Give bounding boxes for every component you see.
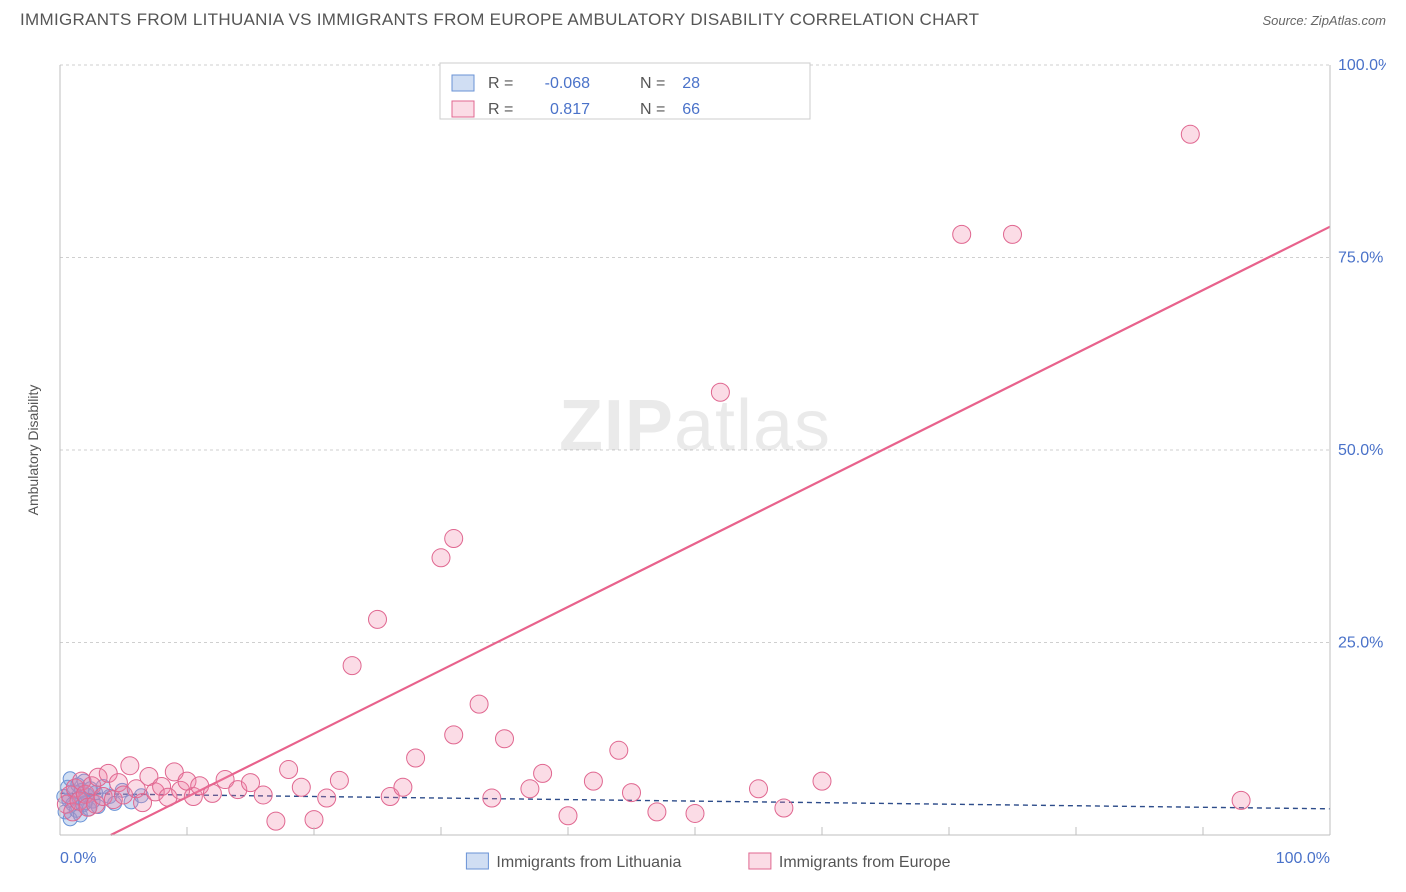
chart-container: ZIPatlas 0.0% 100.0% 25.0% 50.0% 75.0% 100.0% A… <box>20 45 1386 872</box>
data-point <box>203 784 221 802</box>
y-tick-label: 75.0% <box>1338 250 1383 267</box>
data-point <box>407 749 425 767</box>
data-point <box>394 778 412 796</box>
data-point <box>496 730 514 748</box>
data-point <box>305 811 323 829</box>
y-tick-label: 25.0% <box>1338 635 1383 652</box>
legend-swatch <box>452 101 474 117</box>
data-point <box>813 772 831 790</box>
data-point <box>280 761 298 779</box>
watermark: ZIPatlas <box>559 386 831 466</box>
data-point <box>534 764 552 782</box>
data-point <box>953 225 971 243</box>
legend-r-label: R = <box>488 75 513 92</box>
data-point <box>292 778 310 796</box>
y-axis-label: Ambulatory Disability <box>25 385 41 516</box>
data-point <box>318 789 336 807</box>
data-point <box>610 741 628 759</box>
data-point <box>521 780 539 798</box>
data-point <box>445 726 463 744</box>
data-point <box>775 799 793 817</box>
data-point <box>750 780 768 798</box>
correlation-chart: ZIPatlas 0.0% 100.0% 25.0% 50.0% 75.0% 100.0% A… <box>20 45 1386 872</box>
data-point <box>648 803 666 821</box>
legend-r-value: 0.817 <box>550 101 590 118</box>
data-point <box>686 804 704 822</box>
data-point <box>432 549 450 567</box>
data-point <box>584 772 602 790</box>
legend-n-label: N = <box>640 75 665 92</box>
data-point <box>1004 225 1022 243</box>
data-point <box>330 771 348 789</box>
legend-swatch <box>452 75 474 91</box>
legend-r-label: R = <box>488 101 513 118</box>
legend-n-value: 28 <box>682 75 700 92</box>
data-point <box>1232 791 1250 809</box>
legend-n-value: 66 <box>682 101 700 118</box>
bottom-legend-label: Immigrants from Europe <box>779 854 951 871</box>
data-point <box>559 807 577 825</box>
x-tick-label: 100.0% <box>1276 850 1330 867</box>
data-point <box>711 383 729 401</box>
data-point <box>483 789 501 807</box>
data-point <box>267 812 285 830</box>
data-point <box>445 530 463 548</box>
data-point <box>254 786 272 804</box>
data-point <box>369 610 387 628</box>
data-point <box>1181 125 1199 143</box>
data-point <box>343 657 361 675</box>
legend-n-label: N = <box>640 101 665 118</box>
legend-r-value: -0.068 <box>545 75 590 92</box>
bottom-legend-swatch <box>466 853 488 869</box>
bottom-legend-swatch <box>749 853 771 869</box>
x-tick-label: 0.0% <box>60 850 96 867</box>
data-point <box>121 757 139 775</box>
chart-source: Source: ZipAtlas.com <box>1262 13 1386 28</box>
data-point <box>470 695 488 713</box>
chart-header: IMMIGRANTS FROM LITHUANIA VS IMMIGRANTS … <box>0 0 1406 36</box>
y-tick-label: 50.0% <box>1338 442 1383 459</box>
chart-title: IMMIGRANTS FROM LITHUANIA VS IMMIGRANTS … <box>20 10 979 30</box>
y-tick-label: 100.0% <box>1338 57 1386 74</box>
bottom-legend-label: Immigrants from Lithuania <box>496 854 681 871</box>
data-point <box>623 784 641 802</box>
trend-line-europe <box>111 227 1330 835</box>
